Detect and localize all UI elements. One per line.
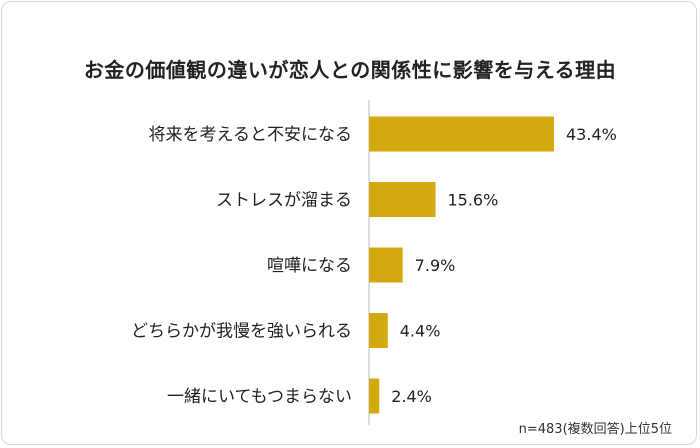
- chart-title: お金の価値観の違いが恋人との関係性に影響を与える理由: [83, 58, 617, 82]
- footnote: n=483(複数回答)上位5位: [518, 422, 672, 437]
- category-label-5: 一緒にいてもつまらない: [167, 387, 352, 407]
- bar-1: [369, 116, 554, 152]
- bar-5: [369, 378, 380, 414]
- category-label-3: 喧嘩になる: [267, 256, 352, 276]
- category-label-2: ストレスが溜まる: [216, 191, 352, 211]
- category-label-1: 将来を考えると不安になる: [149, 125, 353, 145]
- value-label-2: 15.6%: [447, 191, 498, 210]
- value-label-3: 7.9%: [415, 256, 456, 275]
- bar-3: [369, 247, 403, 283]
- bar-4: [369, 313, 388, 348]
- value-label-1: 43.4%: [566, 125, 617, 144]
- value-label-4: 4.4%: [400, 322, 441, 341]
- category-label-4: どちらかが我慢を強いられる: [131, 321, 352, 342]
- value-label-5: 2.4%: [391, 387, 432, 406]
- bar-2: [369, 182, 436, 217]
